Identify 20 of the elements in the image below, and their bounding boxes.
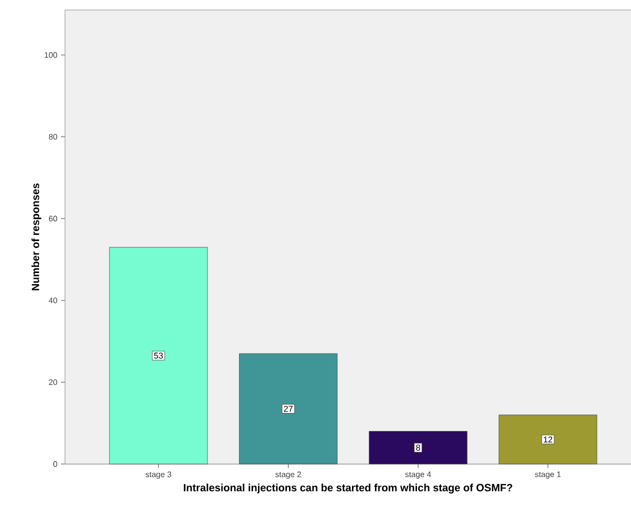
x-tick-label: stage 3 bbox=[146, 472, 172, 479]
y-axis-title: Number of responses bbox=[31, 183, 42, 290]
bar bbox=[498, 414, 598, 464]
x-tick-label: stage 1 bbox=[535, 472, 561, 479]
x-tick-label: stage 2 bbox=[275, 472, 301, 479]
y-tick-label: 40 bbox=[48, 298, 58, 304]
y-tick-label: 20 bbox=[48, 379, 58, 386]
x-tick-label: stage 4 bbox=[405, 472, 431, 479]
bar bbox=[368, 431, 468, 464]
data-label: 12 bbox=[544, 436, 552, 442]
bar bbox=[239, 353, 338, 464]
y-tick-label: 60 bbox=[48, 216, 58, 222]
x-axis-title: Intralesional injections can be started from which stage of OSMF? bbox=[184, 484, 512, 494]
data-label: 8 bbox=[416, 444, 420, 451]
y-tick-label: 0 bbox=[53, 461, 58, 467]
bar bbox=[109, 247, 208, 464]
data-label: 53 bbox=[154, 352, 163, 359]
y-tick-label: 80 bbox=[48, 134, 58, 140]
y-tick-label: 100 bbox=[44, 52, 58, 58]
data-label: 27 bbox=[284, 406, 293, 412]
